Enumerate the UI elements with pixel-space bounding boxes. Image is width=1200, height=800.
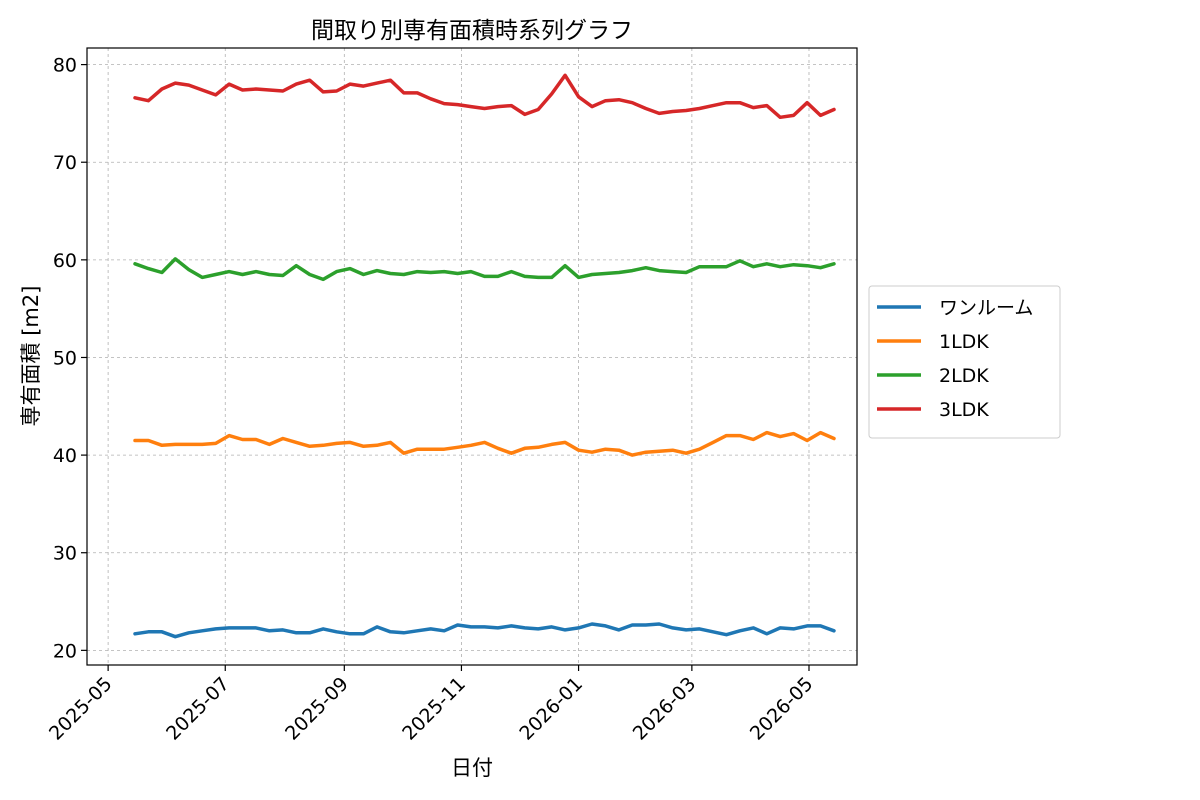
y-tick-label: 60 bbox=[53, 250, 77, 272]
series-line bbox=[133, 622, 836, 639]
x-tick-label: 2026-05 bbox=[746, 673, 818, 745]
x-tick-label: 2025-05 bbox=[45, 673, 117, 745]
y-tick-label: 30 bbox=[53, 543, 77, 565]
y-axis-label: 専有面積 [m2] bbox=[19, 286, 43, 427]
x-tick-label: 2025-09 bbox=[281, 673, 353, 745]
legend-label: 1LDK bbox=[939, 331, 989, 353]
x-tick-label: 2025-11 bbox=[398, 673, 470, 745]
series-line bbox=[133, 73, 836, 120]
axis-ticks: 20 30 40 50 60 70 80 2025-05 2025-07 2025-09 2025-… bbox=[45, 55, 818, 745]
x-tick-label: 2026-01 bbox=[515, 673, 587, 745]
legend: ワンルーム 1LDK 2LDK 3LDK bbox=[868, 285, 1061, 439]
x-tick-label: 2026-03 bbox=[629, 673, 701, 745]
y-tick-label: 70 bbox=[53, 152, 77, 174]
plot-area-frame bbox=[86, 47, 858, 666]
chart-title: 間取り別専有面積時系列グラフ bbox=[311, 18, 633, 44]
legend-label: 2LDK bbox=[939, 365, 989, 387]
x-axis-label: 日付 bbox=[451, 756, 493, 780]
series-line bbox=[133, 257, 836, 282]
y-tick-label: 20 bbox=[53, 640, 77, 662]
series-lines bbox=[133, 73, 836, 639]
legend-box bbox=[868, 285, 1061, 439]
x-tick-label: 2025-07 bbox=[162, 673, 234, 745]
series-line bbox=[133, 430, 836, 457]
legend-label: 3LDK bbox=[939, 399, 989, 421]
grid-lines bbox=[87, 48, 857, 665]
y-tick-label: 40 bbox=[53, 445, 77, 467]
y-tick-label: 80 bbox=[53, 55, 77, 77]
legend-label: ワンルーム bbox=[939, 297, 1033, 319]
y-tick-label: 50 bbox=[53, 347, 77, 369]
